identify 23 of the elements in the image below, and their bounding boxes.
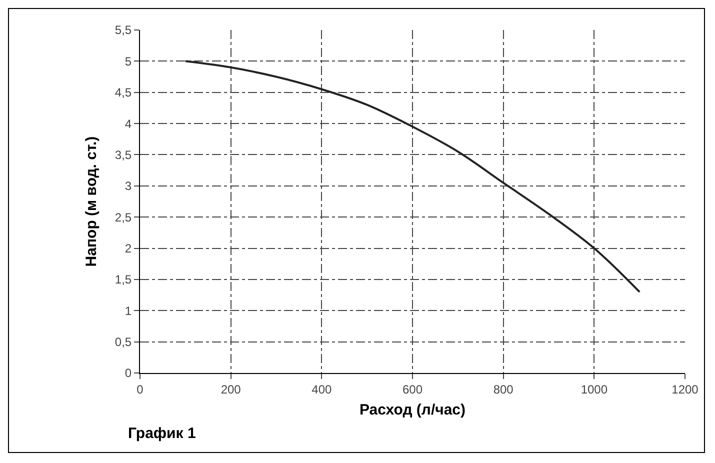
y-tick-label: 3 xyxy=(124,179,132,194)
y-tick-label: 4,5 xyxy=(114,86,132,100)
y-tick-label: 0,5 xyxy=(114,335,132,350)
y-tick-label: 5,5 xyxy=(114,23,132,38)
x-tick-label: 600 xyxy=(402,382,423,396)
text: График 1 xyxy=(128,425,196,442)
x-tick-label: 1200 xyxy=(672,382,699,396)
y-tick-label: 2 xyxy=(124,241,132,256)
x-tick-label: 1000 xyxy=(580,382,608,396)
line-series xyxy=(184,60,641,293)
y-tick-label: 1,5 xyxy=(114,272,132,287)
x-tick-label: 0 xyxy=(136,382,144,396)
x-tick-label: 200 xyxy=(220,382,242,396)
y-tick-label: 2,5 xyxy=(114,210,132,224)
y-tick-label: 4 xyxy=(124,116,132,131)
y-tick-label: 1 xyxy=(124,304,132,318)
x-tick-label: 800 xyxy=(493,382,514,396)
y-tick-label: 3,5 xyxy=(114,148,132,162)
x-tick-label: 400 xyxy=(312,382,332,396)
y-tick-label: 0 xyxy=(124,366,132,380)
y-tick-label: 5 xyxy=(124,54,132,68)
y-axis-title: Напор (м вод. ст.) xyxy=(83,136,100,267)
x-axis-title: Расход (л/час) xyxy=(360,401,466,418)
